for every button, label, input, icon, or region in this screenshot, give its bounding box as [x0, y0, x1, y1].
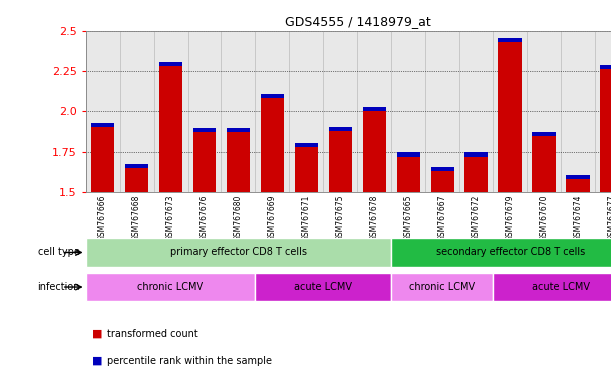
- Text: ■: ■: [92, 329, 106, 339]
- Bar: [601, 70, 611, 192]
- Bar: [431, 167, 455, 171]
- Bar: [494, 273, 611, 301]
- Bar: [601, 65, 611, 70]
- Text: primary effector CD8 T cells: primary effector CD8 T cells: [170, 247, 307, 258]
- Bar: [125, 168, 148, 192]
- Bar: [329, 127, 353, 131]
- Text: infection: infection: [37, 282, 79, 292]
- Bar: [532, 136, 556, 192]
- Bar: [227, 132, 251, 192]
- Text: acute LCMV: acute LCMV: [532, 282, 590, 292]
- Bar: [192, 128, 216, 132]
- Bar: [499, 38, 522, 42]
- Bar: [260, 94, 284, 98]
- Bar: [125, 164, 148, 168]
- Text: chronic LCMV: chronic LCMV: [137, 282, 203, 292]
- Bar: [86, 238, 392, 267]
- Text: acute LCMV: acute LCMV: [295, 282, 353, 292]
- Bar: [227, 128, 251, 132]
- Bar: [392, 238, 611, 267]
- Bar: [90, 124, 114, 127]
- Bar: [295, 147, 318, 192]
- Text: chronic LCMV: chronic LCMV: [409, 282, 475, 292]
- Bar: [255, 273, 392, 301]
- Bar: [192, 132, 216, 192]
- Text: cell type: cell type: [37, 247, 79, 258]
- Bar: [90, 127, 114, 192]
- Bar: [86, 273, 255, 301]
- Bar: [260, 98, 284, 192]
- Text: transformed count: transformed count: [107, 329, 198, 339]
- Bar: [566, 179, 590, 192]
- Bar: [499, 42, 522, 192]
- Bar: [397, 157, 420, 192]
- Bar: [397, 152, 420, 157]
- Bar: [431, 171, 455, 192]
- Text: percentile rank within the sample: percentile rank within the sample: [107, 356, 272, 366]
- Bar: [159, 62, 183, 66]
- Bar: [464, 152, 488, 157]
- Bar: [464, 157, 488, 192]
- Text: secondary effector CD8 T cells: secondary effector CD8 T cells: [436, 247, 585, 258]
- Bar: [532, 132, 556, 136]
- Bar: [295, 143, 318, 147]
- Bar: [159, 66, 183, 192]
- Text: ■: ■: [92, 356, 106, 366]
- Bar: [329, 131, 353, 192]
- Title: GDS4555 / 1418979_at: GDS4555 / 1418979_at: [285, 15, 430, 28]
- Bar: [362, 111, 386, 192]
- Bar: [392, 273, 494, 301]
- Bar: [362, 108, 386, 111]
- Bar: [566, 175, 590, 179]
